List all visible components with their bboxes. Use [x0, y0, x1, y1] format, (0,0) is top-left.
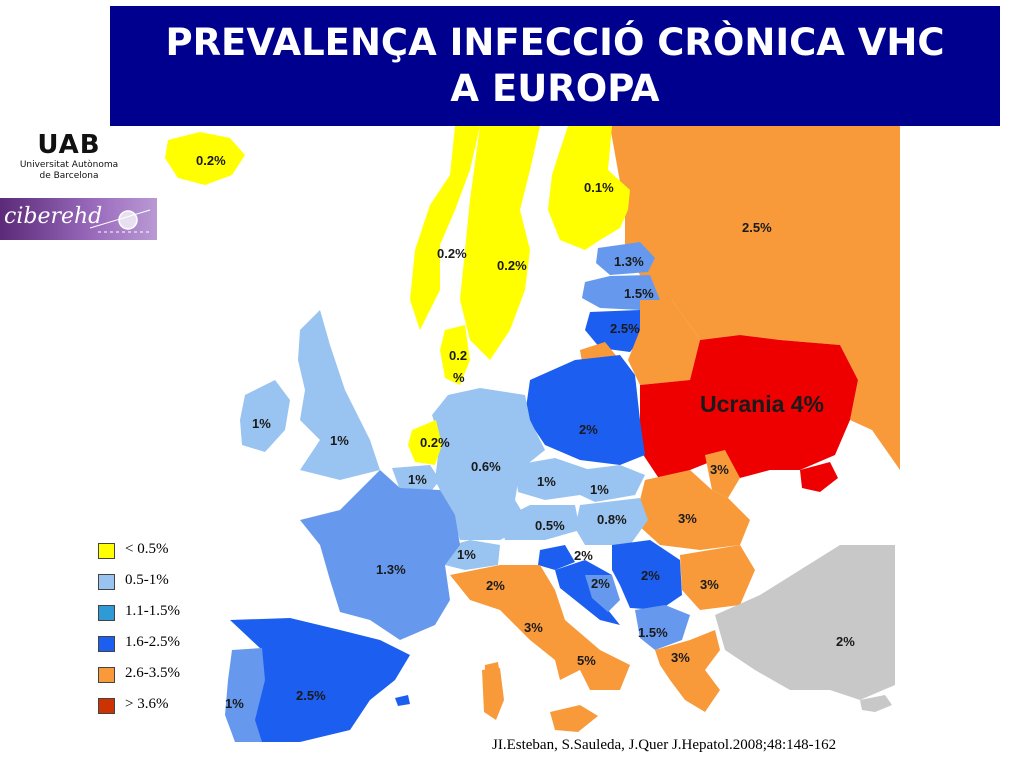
- citation: JI.Esteban, S.Sauleda, J.Quer J.Hepatol.…: [492, 737, 837, 753]
- region-hungary: [575, 498, 648, 545]
- region-russia: [610, 126, 900, 470]
- label-hungary: 0.8%: [597, 512, 627, 527]
- label-iceland: 0.2%: [196, 153, 226, 168]
- legend-label: 2.6-3.5%: [125, 665, 180, 681]
- legend-label: 0.5-1%: [125, 572, 169, 588]
- region-romania: [638, 470, 750, 550]
- label-switzerland: 1%: [457, 547, 476, 562]
- uab-logo: UAB Universitat Autònoma de Barcelona: [14, 130, 124, 182]
- region-turkey: [715, 545, 895, 700]
- region-iceland: [165, 132, 245, 185]
- legend-swatch: [98, 636, 115, 652]
- region-cyprus: [860, 695, 892, 712]
- label-turkey: 2%: [836, 634, 855, 649]
- label-russia: 2.5%: [742, 220, 772, 235]
- region-netherlands: [408, 420, 442, 465]
- legend-label: 1.1-1.5%: [125, 603, 180, 619]
- region-poland: [525, 355, 645, 465]
- label-austria: 0.5%: [535, 518, 565, 533]
- region-bosnia: [585, 575, 620, 612]
- region-greece: [655, 630, 720, 712]
- label-france: 1.3%: [376, 562, 406, 577]
- legend-swatch: [98, 667, 115, 683]
- label-greece: 3%: [671, 650, 690, 665]
- legend-swatch: [98, 543, 115, 559]
- label-romania: 3%: [678, 511, 697, 526]
- region-austria: [500, 505, 580, 540]
- region-slovakia: [580, 465, 645, 502]
- legend-label: > 3.6%: [125, 696, 169, 712]
- label-denmark-line1: 0.2: [449, 348, 467, 363]
- legend-swatch: [98, 698, 115, 714]
- legend-swatch: [98, 605, 115, 621]
- region-germany: [432, 388, 545, 540]
- label-uk: 1%: [330, 433, 349, 448]
- region-denmark: [440, 325, 470, 385]
- label-slovenia: 2%: [574, 548, 593, 563]
- label-sweden: 0.2%: [497, 258, 527, 273]
- label-ukraine: Ucrania 4%: [700, 391, 824, 417]
- region-ukraine: [640, 335, 858, 480]
- region-lithuania: [585, 310, 648, 352]
- label-italy-south: 5%: [577, 653, 596, 668]
- region-macedonia: [635, 605, 690, 650]
- region-bulgaria: [680, 545, 755, 610]
- label-estonia: 1.3%: [614, 254, 644, 269]
- region-italy: [450, 565, 630, 690]
- label-czech: 1%: [537, 474, 556, 489]
- label-denmark-line2: %: [453, 370, 465, 385]
- label-italy-center: 3%: [524, 620, 543, 635]
- region-norway: [410, 126, 480, 330]
- region-belarus: [628, 300, 700, 385]
- label-spain: 2.5%: [296, 688, 326, 703]
- region-ireland: [240, 380, 290, 452]
- region-spain: [230, 618, 410, 742]
- label-poland: 2%: [579, 422, 598, 437]
- region-france: [300, 470, 460, 640]
- label-moldova: 3%: [710, 462, 729, 477]
- legend-label: 1.6-2.5%: [125, 634, 180, 650]
- region-estonia: [596, 242, 655, 275]
- label-finland: 0.1%: [584, 180, 614, 195]
- label-belgium: 1%: [408, 472, 427, 487]
- label-macedonia: 1.5%: [638, 625, 668, 640]
- label-portugal: 1%: [225, 696, 244, 711]
- region-crimea: [800, 462, 838, 492]
- label-lithuania: 2.5%: [610, 321, 640, 336]
- region-balearic: [395, 695, 410, 706]
- label-netherlands: 0.2%: [420, 435, 450, 450]
- uab-logo-mark: UAB: [37, 130, 101, 160]
- region-sicily: [550, 705, 598, 732]
- region-slovenia: [538, 545, 575, 570]
- label-croatia: 2%: [591, 576, 610, 591]
- label-serbia: 2%: [641, 568, 660, 583]
- label-latvia: 1.5%: [624, 286, 654, 301]
- label-bulgaria: 3%: [700, 577, 719, 592]
- ciberehd-logo-text: ciberehd: [4, 204, 103, 229]
- label-italy-north: 2%: [486, 578, 505, 593]
- region-moldova: [705, 450, 740, 498]
- uab-logo-name-line1: Universitat Autònoma: [19, 160, 119, 170]
- slide-title: PREVALENÇA INFECCIÓ CRÒNICA VHC A EUROPA: [110, 6, 1000, 126]
- label-ireland: 1%: [252, 416, 271, 431]
- ciberehd-logo: ciberehd: [0, 198, 157, 240]
- legend-label: < 0.5%: [125, 541, 169, 557]
- label-germany: 0.6%: [471, 459, 501, 474]
- uab-logo-name-line2: de Barcelona: [39, 171, 99, 181]
- ciberehd-logo-graphic: [89, 209, 151, 233]
- region-great-britain: [298, 310, 380, 480]
- legend-swatch: [98, 574, 115, 590]
- label-slovakia: 1%: [590, 482, 609, 497]
- region-czech: [515, 458, 590, 500]
- region-finland: [548, 126, 630, 250]
- label-norway: 0.2%: [437, 246, 467, 261]
- region-belgium: [392, 465, 440, 495]
- region-portugal: [225, 648, 265, 742]
- region-sweden: [460, 126, 540, 360]
- region-serbia: [612, 540, 682, 610]
- region-sardinia: [482, 668, 504, 720]
